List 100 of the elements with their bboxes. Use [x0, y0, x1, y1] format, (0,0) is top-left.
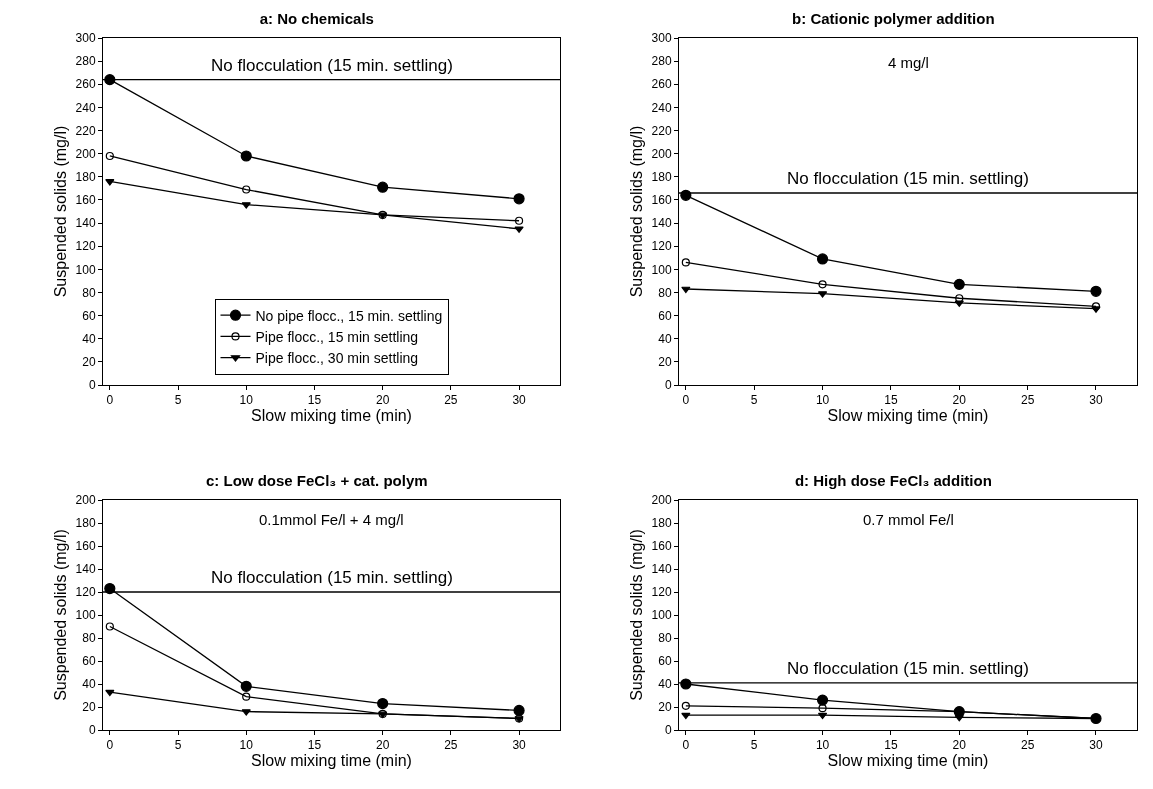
x-tick-label: 20: [375, 393, 390, 408]
x-tick-label: 5: [750, 738, 758, 753]
y-tick-label: 0: [664, 723, 672, 738]
y-tick-label: 80: [658, 285, 672, 300]
x-axis-title: Slow mixing time (min): [251, 752, 412, 770]
y-tick-label: 60: [82, 308, 96, 323]
y-tick-label: 160: [651, 539, 672, 554]
y-tick-label: 100: [75, 262, 96, 277]
y-tick-label: 200: [75, 146, 96, 161]
y-axis-title: Suspended solids (mg/l): [628, 125, 646, 298]
y-tick-label: 140: [651, 562, 672, 577]
y-tick-label: 120: [651, 239, 672, 254]
y-tick-label: 40: [658, 331, 672, 346]
y-tick-label: 140: [75, 562, 96, 577]
y-tick-label: 180: [651, 170, 672, 184]
x-tick-label: 5: [174, 393, 182, 408]
legend-label: Pipe flocc., 30 min settling: [255, 350, 419, 367]
x-tick-label: 0: [682, 393, 690, 408]
ref-line-label: No flocculation (15 min. settling): [787, 659, 1029, 678]
y-tick-label: 60: [82, 654, 96, 669]
y-tick-label: 200: [651, 146, 672, 161]
x-tick-label: 0: [106, 738, 114, 753]
y-tick-label: 140: [75, 216, 96, 231]
ref-line-label: No flocculation (15 min. settling): [211, 568, 453, 587]
x-tick-label: 15: [884, 738, 898, 753]
x-tick-label: 15: [307, 393, 322, 408]
x-tick-label: 10: [815, 393, 830, 408]
x-tick-label: 30: [512, 738, 527, 753]
y-tick-label: 40: [82, 331, 96, 346]
chart-title: a: No chemicals: [259, 10, 374, 27]
x-tick-label: 20: [375, 738, 390, 753]
x-axis-title: Slow mixing time (min): [827, 407, 989, 425]
y-tick-label: 280: [75, 54, 96, 69]
y-tick-label: 20: [82, 700, 96, 715]
ref-line-label: No flocculation (15 min. settling): [787, 169, 1029, 188]
y-tick-label: 100: [651, 608, 672, 623]
y-tick-label: 180: [651, 516, 672, 531]
y-tick-label: 180: [75, 170, 96, 184]
x-tick-label: 30: [1089, 393, 1103, 408]
chart-title: d: High dose FeCl₃ addition: [794, 472, 992, 489]
y-tick-label: 120: [75, 239, 96, 254]
x-tick-label: 5: [750, 393, 758, 408]
x-tick-label: 10: [815, 738, 830, 753]
y-tick-label: 200: [651, 493, 672, 508]
y-tick-label: 0: [88, 723, 96, 738]
annotation: 4 mg/l: [888, 54, 929, 71]
y-tick-label: 280: [651, 54, 672, 69]
y-tick-label: 120: [75, 585, 96, 600]
y-tick-label: 240: [651, 100, 672, 115]
x-tick-label: 15: [307, 738, 322, 753]
y-tick-label: 20: [658, 700, 672, 715]
y-tick-label: 300: [75, 31, 96, 46]
ref-line-label: No flocculation (15 min. settling): [211, 56, 453, 75]
y-tick-label: 220: [651, 123, 672, 138]
y-tick-label: 260: [75, 77, 96, 92]
y-tick-label: 80: [82, 631, 96, 646]
x-tick-label: 5: [174, 738, 182, 753]
x-tick-label: 10: [239, 393, 254, 408]
y-tick-label: 200: [75, 493, 96, 508]
legend-label: No pipe flocc., 15 min. settling: [255, 307, 443, 324]
x-axis-title: Slow mixing time (min): [827, 752, 989, 770]
y-tick-label: 300: [651, 31, 672, 46]
y-tick-label: 0: [88, 378, 96, 393]
y-tick-label: 120: [651, 585, 672, 600]
y-axis-title: Suspended solids (mg/l): [52, 125, 70, 298]
y-tick-label: 100: [651, 262, 672, 277]
x-axis-title: Slow mixing time (min): [251, 407, 412, 425]
y-tick-label: 240: [75, 100, 96, 115]
x-tick-label: 0: [106, 393, 114, 408]
y-tick-label: 20: [82, 355, 96, 370]
x-tick-label: 30: [512, 393, 527, 408]
y-tick-label: 60: [658, 308, 672, 323]
y-tick-label: 160: [75, 539, 96, 554]
y-tick-label: 60: [658, 654, 672, 669]
y-tick-label: 80: [658, 631, 672, 646]
x-tick-label: 0: [682, 738, 690, 753]
x-tick-label: 25: [1020, 738, 1035, 753]
y-tick-label: 160: [651, 193, 672, 208]
y-tick-label: 140: [651, 216, 672, 231]
annotation: 0.1mmol Fe/l + 4 mg/l: [259, 511, 404, 528]
x-tick-label: 25: [444, 738, 458, 753]
y-tick-label: 220: [75, 123, 96, 138]
x-tick-label: 20: [952, 738, 967, 753]
x-tick-label: 30: [1089, 738, 1103, 753]
y-tick-label: 20: [658, 355, 672, 370]
x-tick-label: 10: [239, 738, 254, 753]
y-tick-label: 180: [75, 516, 96, 531]
y-tick-label: 80: [82, 285, 96, 300]
y-tick-label: 0: [664, 378, 672, 393]
y-tick-label: 260: [651, 77, 672, 92]
y-tick-label: 100: [75, 608, 96, 623]
chart-title: b: Cationic polymer addition: [792, 10, 995, 27]
x-tick-label: 15: [884, 393, 898, 408]
x-tick-label: 25: [444, 393, 458, 408]
legend-label: Pipe flocc., 15 min settling: [255, 328, 419, 345]
x-tick-label: 25: [1020, 393, 1035, 408]
x-tick-label: 20: [952, 393, 967, 408]
chart-title: c: Low dose FeCl₃ + cat. polym: [206, 472, 428, 489]
annotation: 0.7 mmol Fe/l: [863, 511, 954, 528]
y-axis-title: Suspended solids (mg/l): [628, 529, 646, 701]
